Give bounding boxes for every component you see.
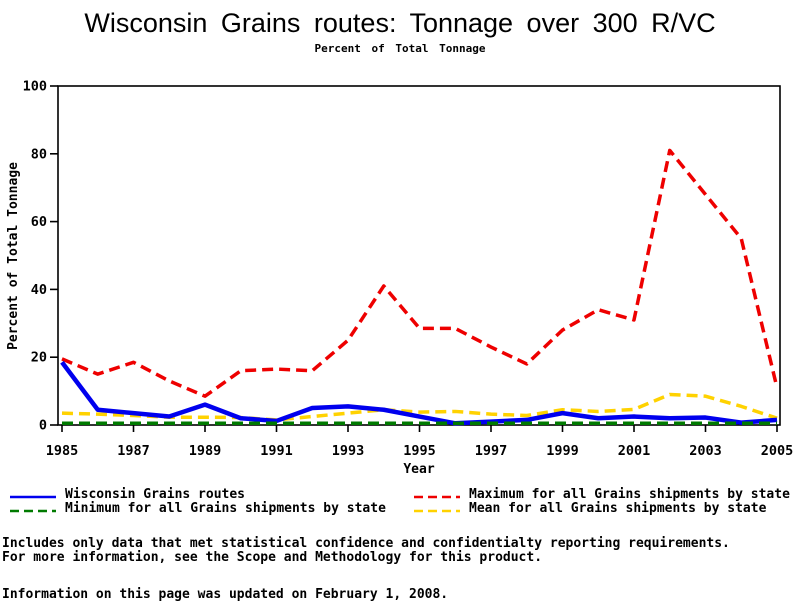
y-tick-label: 60	[31, 214, 47, 230]
legend-label: Wisconsin Grains routes	[65, 486, 246, 502]
line-chart-plot: 0 20 40 60 80 100 1985 1987 1989 1991 1993 1995 1997…	[6, 79, 794, 460]
legend-line-sample-maximum	[414, 490, 460, 499]
x-tick-label: 1999	[546, 443, 579, 459]
legend-item-minimum: Minimum for all Grains shipments by stat…	[10, 500, 386, 516]
y-tick-label: 80	[31, 146, 47, 162]
x-tick-label: 2003	[689, 443, 722, 459]
legend-label: Maximum for all Grains shipments by stat…	[469, 486, 790, 502]
footnote-updated: Information on this page was updated on …	[2, 587, 449, 602]
x-tick-label: 1997	[475, 443, 508, 459]
x-tick-label: 1993	[332, 443, 365, 459]
footnote-line-2: For more information, see the Scope and …	[2, 550, 543, 565]
plot-frame	[57, 85, 781, 426]
y-tick-label: 0	[39, 418, 47, 434]
chart-title: Wisconsin Grains routes: Tonnage over 30…	[84, 8, 716, 38]
legend-line-sample-wisconsin	[10, 490, 56, 499]
legend-item-mean: Mean for all Grains shipments by state	[414, 500, 767, 516]
series-line-3	[61, 392, 778, 422]
x-tick-label: 1989	[189, 443, 222, 459]
y-tick-label: 100	[23, 79, 47, 95]
y-tick-label: 20	[31, 350, 47, 366]
y-tick-label: 40	[31, 282, 47, 298]
legend-label: Mean for all Grains shipments by state	[469, 500, 767, 516]
chart-subtitle: Percent of Total Tonnage	[314, 42, 486, 55]
footnote-line-1: Includes only data that met statistical …	[2, 536, 730, 551]
series-line-2	[61, 148, 779, 398]
x-tick-label: 1995	[403, 443, 436, 459]
legend-item-wisconsin: Wisconsin Grains routes	[10, 486, 246, 502]
x-axis-title: Year	[403, 462, 435, 477]
y-axis-title: Percent of Total Tonnage	[6, 162, 21, 350]
series-line-0	[60, 360, 778, 426]
legend-item-maximum: Maximum for all Grains shipments by stat…	[414, 486, 790, 502]
legend-line-sample-mean	[414, 504, 460, 513]
x-tick-label: 1991	[260, 443, 293, 459]
x-tick-label: 2001	[618, 443, 651, 459]
legend-label: Minimum for all Grains shipments by stat…	[65, 500, 386, 516]
legend-line-sample-minimum	[10, 504, 56, 513]
x-tick-label: 2005	[761, 443, 794, 459]
x-tick-label: 1987	[117, 443, 150, 459]
x-tick-label: 1985	[46, 443, 79, 459]
